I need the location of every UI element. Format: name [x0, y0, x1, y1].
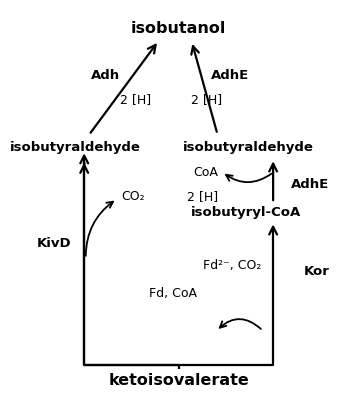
Text: isobutyraldehyde: isobutyraldehyde: [9, 141, 141, 154]
Text: 2 [H]: 2 [H]: [187, 190, 218, 203]
Text: AdhE: AdhE: [211, 69, 249, 83]
Text: Fd²⁻, CO₂: Fd²⁻, CO₂: [203, 259, 261, 272]
Text: KivD: KivD: [37, 237, 71, 251]
Text: AdhE: AdhE: [291, 178, 330, 191]
Text: 2 [H]: 2 [H]: [120, 93, 151, 106]
Text: Fd, CoA: Fd, CoA: [149, 287, 197, 300]
Text: Adh: Adh: [91, 69, 120, 83]
FancyArrowPatch shape: [80, 156, 179, 365]
Text: CO₂: CO₂: [121, 190, 144, 203]
Text: CoA: CoA: [193, 166, 218, 179]
Text: isobutyraldehyde: isobutyraldehyde: [183, 141, 314, 154]
Text: isobutanol: isobutanol: [131, 21, 226, 36]
Text: ketoisovalerate: ketoisovalerate: [108, 373, 249, 388]
Text: 2 [H]: 2 [H]: [191, 93, 222, 106]
FancyArrowPatch shape: [179, 227, 277, 365]
Text: Kor: Kor: [304, 265, 330, 278]
Text: isobutyryl-CoA: isobutyryl-CoA: [191, 206, 301, 219]
